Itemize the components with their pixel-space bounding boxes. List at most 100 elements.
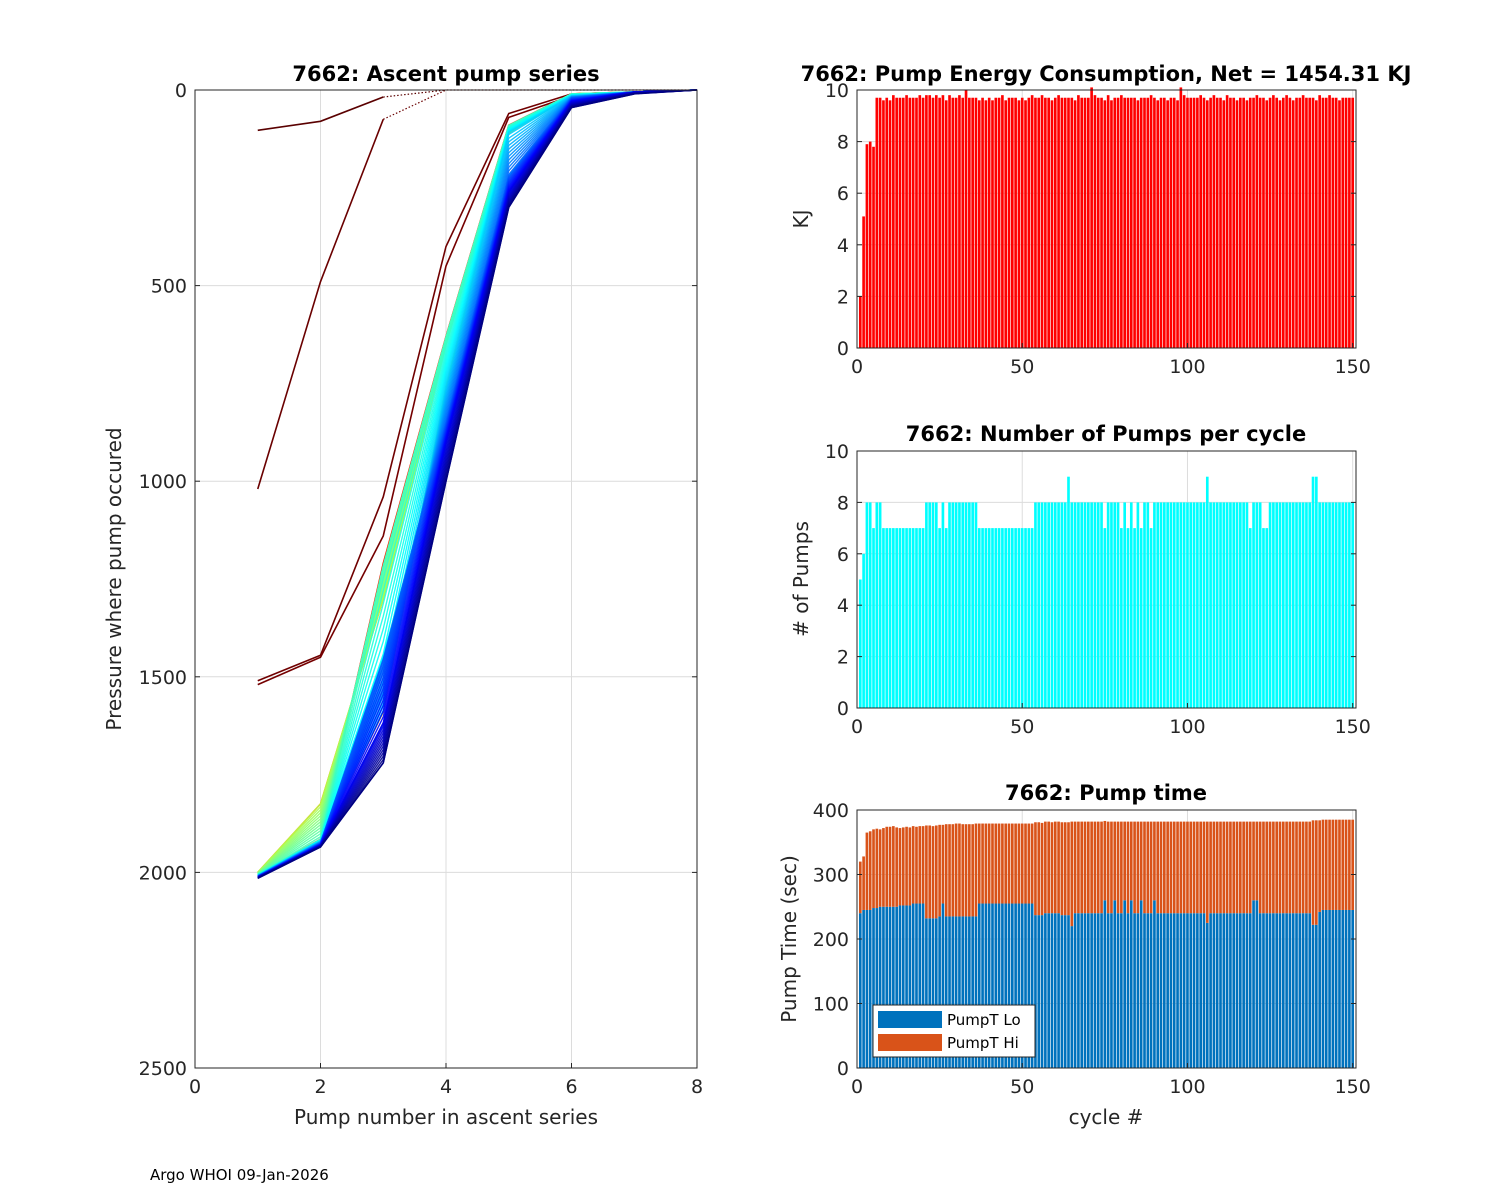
bar-pumpt-hi bbox=[1129, 821, 1133, 901]
bar bbox=[1199, 502, 1203, 708]
bar-pumpt-hi bbox=[1139, 821, 1143, 901]
bar bbox=[1007, 528, 1011, 708]
bar bbox=[1093, 95, 1097, 348]
bar-pumpt-hi bbox=[974, 823, 978, 917]
bar bbox=[981, 528, 984, 708]
bar bbox=[1245, 502, 1249, 708]
bar-pumpt-lo bbox=[862, 909, 865, 1068]
energy-consumption-chart: 0 50 100 150 0 2 4 6 8 10 7662: Pump Energy Consu… bbox=[789, 62, 1411, 378]
bar bbox=[1077, 95, 1080, 348]
x-axis-label: Pump number in ascent series bbox=[294, 1105, 598, 1129]
bar bbox=[1063, 97, 1067, 349]
bar bbox=[1321, 502, 1325, 708]
bar-pumpt-lo bbox=[931, 918, 935, 1068]
bar bbox=[1295, 97, 1298, 349]
bar-pumpt-hi bbox=[1159, 821, 1163, 914]
bar bbox=[1344, 97, 1348, 349]
bar-pumpt-lo bbox=[987, 903, 991, 1068]
bar-pumpt-hi bbox=[1315, 820, 1318, 925]
bar bbox=[875, 97, 879, 349]
bar bbox=[1113, 97, 1117, 349]
bar bbox=[1129, 502, 1133, 708]
bar-pumpt-lo bbox=[1341, 909, 1345, 1068]
bar bbox=[1024, 100, 1027, 348]
bar-pumpt-lo bbox=[1057, 913, 1060, 1068]
legend: PumpT Lo PumpT Hi bbox=[872, 1004, 1036, 1058]
bar bbox=[892, 95, 895, 348]
bar-pumpt-hi bbox=[1318, 820, 1321, 912]
bar-pumpt-lo bbox=[921, 903, 925, 1068]
bar-pumpt-hi bbox=[911, 826, 915, 904]
bar bbox=[1222, 100, 1226, 348]
bar-pumpt-lo bbox=[1288, 913, 1292, 1068]
bar bbox=[1305, 502, 1308, 708]
bar-pumpt-lo bbox=[1235, 913, 1239, 1068]
bar bbox=[954, 97, 958, 349]
bar-pumpt-hi bbox=[1106, 821, 1110, 914]
bar-pumpt-lo bbox=[901, 905, 905, 1068]
bar-pumpt-hi bbox=[1057, 821, 1060, 914]
y-tick-label: 10 bbox=[825, 80, 849, 102]
bar-pumpt-hi bbox=[1176, 821, 1179, 914]
bar-pumpt-lo bbox=[944, 916, 948, 1068]
bar-pumpt-hi bbox=[1268, 821, 1272, 914]
bar bbox=[1103, 100, 1107, 348]
bar bbox=[1242, 502, 1245, 708]
bar-pumpt-hi bbox=[1116, 821, 1120, 914]
bar-pumpt-lo bbox=[951, 916, 955, 1068]
bar bbox=[1100, 502, 1103, 708]
bar bbox=[1205, 476, 1209, 708]
bar-pumpt-hi bbox=[1014, 823, 1017, 904]
bar bbox=[1163, 97, 1166, 349]
y-tick-label: 500 bbox=[151, 276, 187, 298]
axes-box bbox=[856, 450, 1357, 709]
bar bbox=[1047, 97, 1050, 349]
bar bbox=[1123, 97, 1126, 349]
bar-pumpt-hi bbox=[1275, 821, 1279, 914]
bar-pumpt-lo bbox=[1229, 913, 1232, 1068]
bar-pumpt-lo bbox=[1163, 913, 1166, 1068]
legend-swatch-hi bbox=[878, 1034, 942, 1051]
bar-pumpt-lo bbox=[1239, 913, 1242, 1068]
bar-pumpt-lo bbox=[1215, 913, 1219, 1068]
bar-pumpt-hi bbox=[964, 824, 968, 917]
x-tick-label: 0 bbox=[189, 1076, 201, 1098]
bar-pumpt-hi bbox=[1305, 821, 1308, 914]
bar bbox=[888, 528, 892, 708]
bar bbox=[938, 97, 941, 349]
bar-pumpt-lo bbox=[954, 916, 958, 1068]
bar-pumpt-hi bbox=[908, 827, 912, 906]
bar bbox=[948, 502, 951, 708]
bar bbox=[1047, 502, 1050, 708]
bar bbox=[915, 97, 918, 349]
bar-pumpt-lo bbox=[1182, 913, 1186, 1068]
bar-pumpt-hi bbox=[1262, 821, 1265, 914]
bar-pumpt-hi bbox=[872, 829, 875, 909]
bar-pumpt-hi bbox=[1189, 821, 1193, 914]
bar-pumpt-lo bbox=[1212, 913, 1216, 1068]
bar bbox=[1166, 100, 1169, 348]
bar bbox=[1189, 502, 1193, 708]
bar bbox=[1044, 502, 1047, 708]
bar-pumpt-hi bbox=[1133, 821, 1136, 914]
bar bbox=[1100, 97, 1103, 349]
bar-pumpt-hi bbox=[954, 823, 958, 917]
bar bbox=[1030, 528, 1034, 708]
bar-pumpt-hi bbox=[1007, 823, 1011, 904]
bar bbox=[1341, 97, 1345, 349]
bar bbox=[1027, 528, 1031, 708]
bar bbox=[1305, 97, 1308, 349]
bar-pumpt-lo bbox=[994, 903, 998, 1068]
bar-pumpt-lo bbox=[1209, 913, 1212, 1068]
bar-pumpt-hi bbox=[1186, 821, 1189, 914]
bar-pumpt-lo bbox=[1143, 913, 1146, 1068]
bar-pumpt-hi bbox=[862, 856, 865, 910]
bar bbox=[1176, 100, 1179, 348]
bar bbox=[1308, 502, 1312, 708]
bar-pumpt-lo bbox=[1232, 913, 1236, 1068]
y-tick-label: 6 bbox=[837, 544, 849, 566]
bar bbox=[1348, 97, 1351, 349]
bar bbox=[1073, 100, 1077, 348]
bar-pumpt-lo bbox=[1166, 913, 1169, 1068]
